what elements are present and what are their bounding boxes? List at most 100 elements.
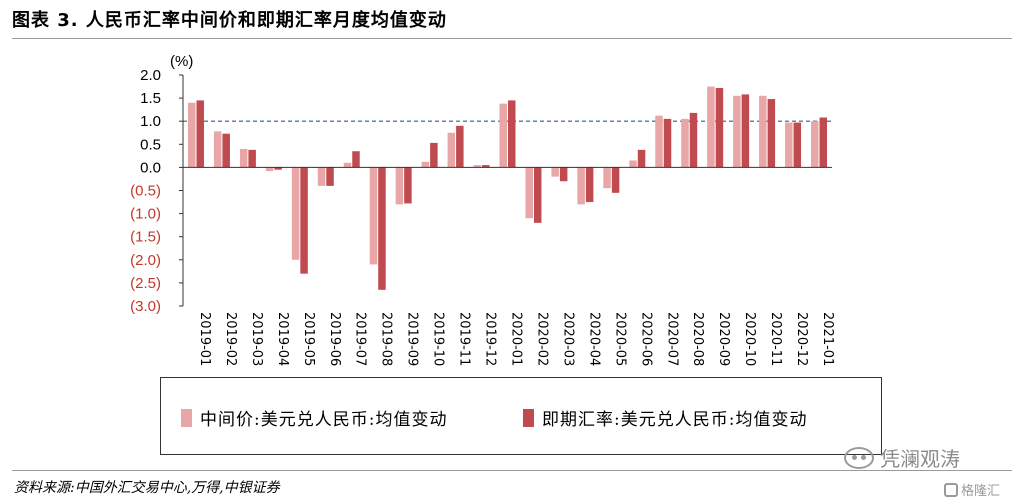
x-tick-label: 2020-08 bbox=[690, 312, 705, 366]
x-tick-label: 2019-02 bbox=[223, 312, 238, 366]
bar-central-2020-04 bbox=[577, 167, 585, 205]
bar-spot-2020-09 bbox=[715, 87, 724, 168]
bar-spot-2019-08 bbox=[378, 167, 386, 290]
x-tick-label: 2020-09 bbox=[716, 312, 731, 366]
y-tick-label: (0.5) bbox=[130, 183, 161, 200]
bar-spot-2019-12 bbox=[482, 165, 490, 168]
bar-spot-2020-05 bbox=[611, 167, 620, 193]
bar-spot-2019-07 bbox=[352, 151, 360, 168]
x-tick-label: 2020-05 bbox=[612, 312, 627, 366]
x-tick-label: 2020-06 bbox=[638, 312, 653, 366]
bar-spot-2019-04 bbox=[274, 167, 282, 170]
bar-central-2020-11 bbox=[759, 95, 767, 168]
legend-item-central: 中间价:美元兑人民币:均值变动 bbox=[181, 405, 447, 430]
bar-spot-2020-11 bbox=[767, 99, 776, 168]
y-unit-label: (%) bbox=[170, 53, 193, 70]
x-tick-label: 2020-11 bbox=[768, 312, 783, 366]
watermark: 凭澜观涛 bbox=[844, 443, 960, 472]
wechat-icon bbox=[844, 446, 874, 469]
bar-central-2020-02 bbox=[525, 167, 533, 219]
bar-spot-2020-07 bbox=[663, 118, 672, 168]
bar-spot-2020-02 bbox=[533, 167, 542, 223]
y-tick-label: (2.5) bbox=[130, 275, 161, 292]
source-note: 资料来源:中国外汇交易中心,万得,中银证券 bbox=[14, 480, 280, 496]
bar-spot-2020-12 bbox=[793, 122, 802, 168]
bar-spot-2020-04 bbox=[585, 167, 594, 203]
x-tick-label: 2020-03 bbox=[560, 312, 575, 366]
bar-central-2019-01 bbox=[187, 102, 196, 168]
bar-spot-2019-11 bbox=[456, 125, 464, 168]
bar-central-2020-10 bbox=[733, 95, 741, 168]
legend-swatch-central bbox=[181, 408, 192, 427]
bar-central-2019-02 bbox=[213, 131, 222, 168]
y-tick-label: (1.0) bbox=[130, 206, 161, 223]
bar-central-2019-04 bbox=[265, 167, 274, 172]
y-tick-label: (3.0) bbox=[130, 298, 161, 315]
bar-central-2020-08 bbox=[681, 118, 689, 168]
x-tick-label: 2019-03 bbox=[249, 312, 264, 366]
bar-central-2019-12 bbox=[473, 165, 482, 168]
bar-central-2019-06 bbox=[317, 167, 326, 186]
bar-spot-2020-03 bbox=[559, 167, 568, 182]
watermark-secondary-text: 格隆汇 bbox=[961, 484, 1001, 499]
bar-central-2019-10 bbox=[421, 161, 430, 168]
x-tick-label: 2019-07 bbox=[353, 312, 368, 366]
legend-label-spot: 即期汇率:美元兑人民币:均值变动 bbox=[542, 410, 808, 430]
bar-central-2019-09 bbox=[395, 167, 404, 205]
bar-central-2019-08 bbox=[369, 167, 378, 265]
watermark-text: 凭澜观涛 bbox=[880, 447, 960, 471]
x-tick-label: 2020-10 bbox=[742, 312, 757, 366]
bar-central-2019-05 bbox=[291, 167, 300, 260]
bar-central-2020-12 bbox=[785, 122, 793, 168]
x-tick-label: 2019-01 bbox=[197, 312, 212, 366]
x-tick-label: 2020-04 bbox=[586, 312, 601, 366]
x-tick-label: 2019-05 bbox=[301, 312, 316, 366]
x-tick-label: 2019-06 bbox=[327, 312, 342, 366]
bar-spot-2020-01 bbox=[508, 100, 516, 168]
x-tick-label: 2019-08 bbox=[379, 312, 394, 366]
bar-central-2020-09 bbox=[707, 86, 715, 168]
x-tick-label: 2019-04 bbox=[275, 312, 290, 366]
bar-central-2019-03 bbox=[239, 148, 248, 168]
x-tick-label: 2019-10 bbox=[431, 312, 446, 366]
x-tick-label: 2020-01 bbox=[509, 312, 524, 366]
y-tick-label: 1.5 bbox=[140, 90, 161, 107]
bar-central-2021-01 bbox=[811, 121, 819, 168]
y-tick-label: 2.0 bbox=[140, 67, 161, 84]
bar-central-2019-07 bbox=[343, 162, 352, 168]
bar-central-2019-11 bbox=[447, 132, 456, 168]
chart-legend: 中间价:美元兑人民币:均值变动 即期汇率:美元兑人民币:均值变动 bbox=[160, 377, 882, 455]
bar-central-2020-06 bbox=[629, 160, 637, 168]
y-tick-label: (2.0) bbox=[130, 252, 161, 269]
bar-spot-2020-08 bbox=[689, 112, 698, 168]
bar-spot-2019-03 bbox=[248, 149, 256, 168]
x-tick-label: 2019-11 bbox=[457, 312, 472, 366]
legend-swatch-spot bbox=[523, 408, 534, 427]
legend-label-central: 中间价:美元兑人民币:均值变动 bbox=[200, 410, 448, 430]
bar-central-2020-05 bbox=[603, 167, 611, 189]
x-tick-label: 2019-09 bbox=[405, 312, 420, 366]
bar-spot-2019-02 bbox=[222, 133, 230, 168]
y-tick-label: 0.0 bbox=[140, 159, 161, 176]
bar-spot-2019-05 bbox=[300, 167, 308, 274]
watermark-secondary: 格隆汇 bbox=[944, 480, 1000, 499]
y-tick-label: 0.5 bbox=[140, 136, 161, 153]
bar-spot-2019-09 bbox=[404, 167, 412, 204]
legend-item-spot: 即期汇率:美元兑人民币:均值变动 bbox=[523, 405, 807, 430]
x-tick-label: 2020-02 bbox=[534, 312, 549, 366]
chart-title: 图表 3. 人民币汇率中间价和即期汇率月度均值变动 bbox=[12, 10, 447, 31]
bar-central-2020-07 bbox=[655, 115, 663, 168]
source-divider bbox=[12, 470, 1012, 471]
bar-spot-2020-10 bbox=[741, 94, 750, 168]
x-tick-label: 2020-07 bbox=[664, 312, 679, 366]
bar-spot-2019-06 bbox=[326, 167, 334, 186]
x-tick-label: 2019-12 bbox=[483, 312, 498, 366]
y-tick-label: 1.0 bbox=[140, 113, 161, 130]
bar-spot-2019-10 bbox=[430, 142, 438, 168]
gelonghui-logo-icon bbox=[944, 482, 958, 497]
bar-central-2020-03 bbox=[551, 167, 559, 177]
title-divider bbox=[12, 38, 1012, 39]
y-tick-label: (1.5) bbox=[130, 229, 161, 246]
x-tick-label: 2020-12 bbox=[794, 312, 809, 366]
